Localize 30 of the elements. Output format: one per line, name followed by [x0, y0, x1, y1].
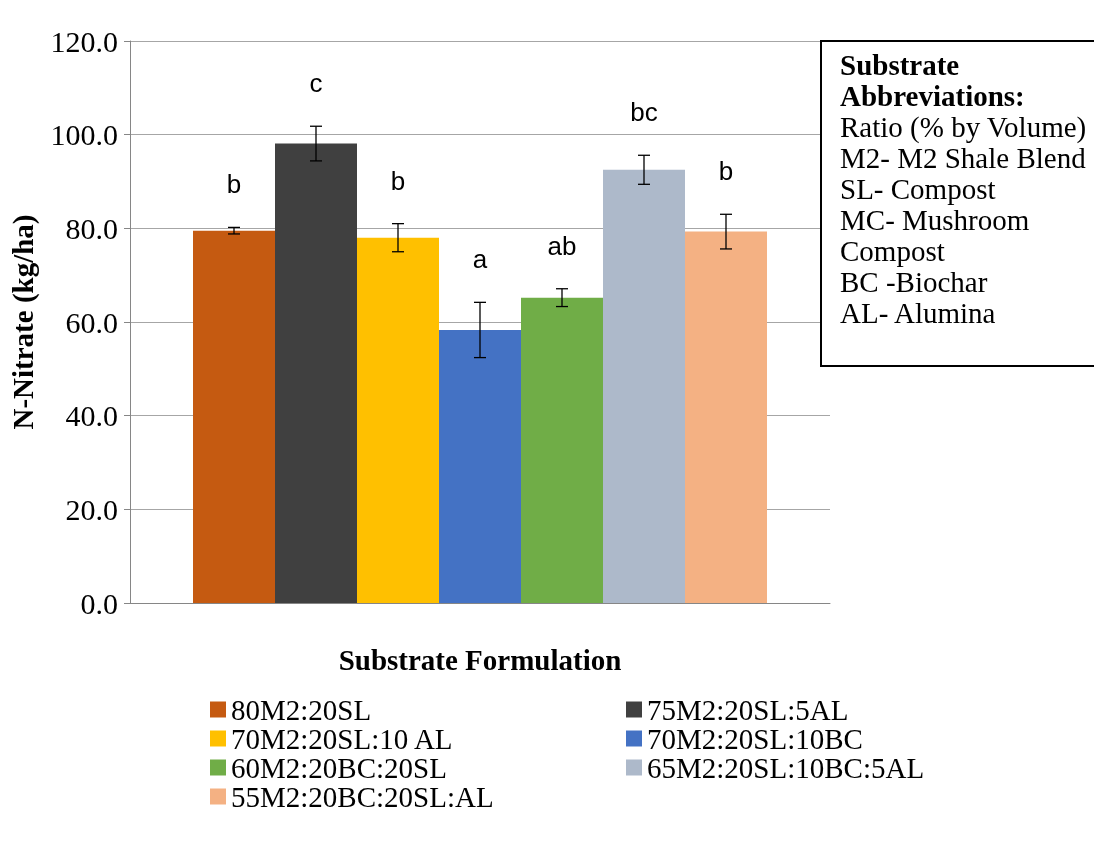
text: BC -Biochar [840, 266, 989, 298]
bar [275, 143, 357, 603]
text: MC- Mushroom Compost [840, 204, 1031, 267]
y-tick-label: 60.0 [65, 305, 118, 339]
bar [439, 329, 521, 603]
y-tick-label: 120.0 [50, 24, 118, 58]
y-tick-label: 0.0 [80, 586, 118, 620]
x-axis-title: Substrate Formulation [338, 643, 622, 676]
bar [685, 231, 767, 603]
data-label: bc [630, 97, 658, 128]
y-tick-label: 100.0 [50, 118, 118, 152]
text: SL- Compost [840, 173, 997, 205]
text: Substrate Abbreviations: [840, 49, 1026, 112]
data-label: b [718, 156, 734, 187]
bar [193, 230, 275, 603]
text: M2- M2 Shale Blend [840, 142, 1087, 174]
text: Ratio (% by Volume) [840, 111, 1088, 143]
text: AL- Alumina [840, 297, 997, 329]
data-label: ab [547, 230, 577, 261]
bar [357, 237, 439, 603]
data-label: a [472, 244, 488, 275]
y-tick-label: 20.0 [65, 492, 118, 526]
bar [521, 297, 603, 603]
bar [603, 169, 685, 603]
y-tick-label: 80.0 [65, 211, 118, 245]
data-label: b [390, 165, 406, 196]
y-tick-label: 40.0 [65, 399, 118, 433]
y-axis-title: N-Nitrate (kg/ha) [6, 214, 40, 430]
data-label: b [226, 169, 242, 200]
data-label: c [309, 68, 323, 99]
